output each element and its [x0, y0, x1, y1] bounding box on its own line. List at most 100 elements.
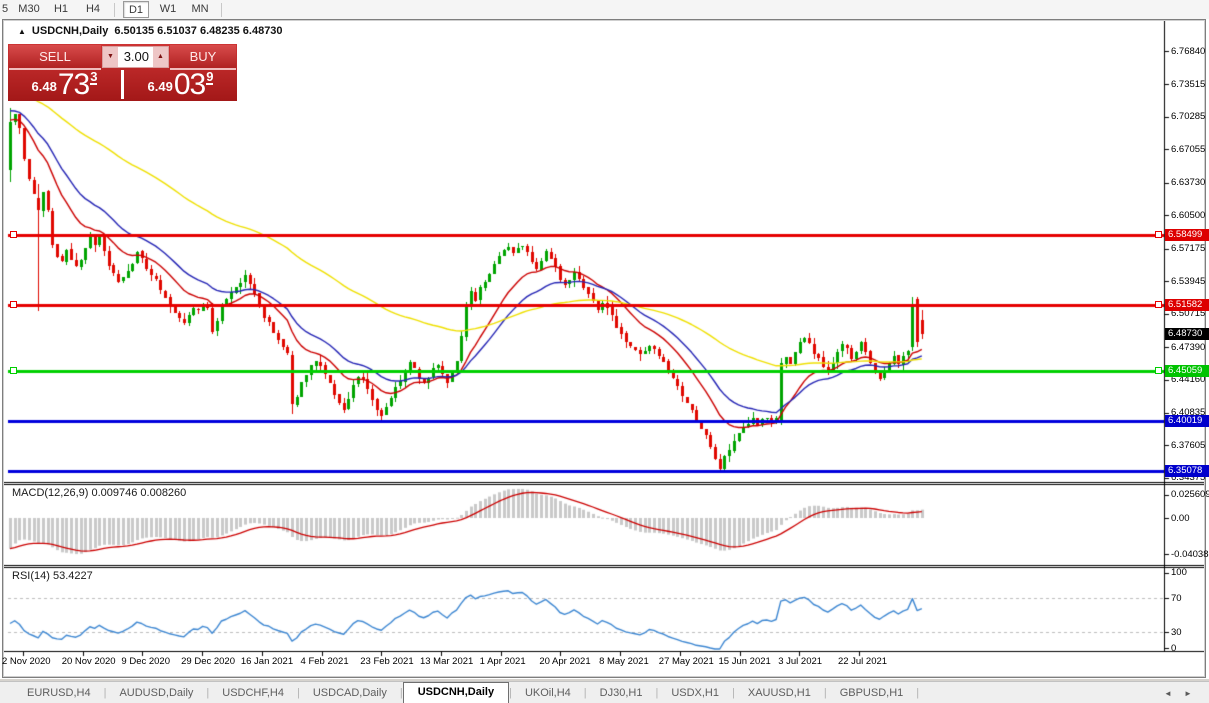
line-endpoint-marker[interactable]	[10, 366, 17, 374]
volume-decrease-button[interactable]: ▼	[103, 47, 118, 67]
price-tick-label: 6.44160	[1171, 374, 1206, 386]
tab-usdx[interactable]: USDX,H1	[671, 687, 719, 699]
line-endpoint-marker[interactable]	[1155, 366, 1162, 374]
rsi-axis-label: 0	[1171, 642, 1177, 654]
current-price-badge: 6.48730	[1165, 327, 1209, 340]
volume-spinner: ▼ 3.00 ▲	[102, 46, 169, 68]
timeframe-button-w1[interactable]: W1	[159, 3, 177, 15]
price-level-badge: 6.51582	[1165, 298, 1209, 311]
price-tick-label: 6.60500	[1171, 209, 1206, 221]
timeframe-button-h4[interactable]: H4	[85, 3, 101, 15]
tab-scroll-right-icon[interactable]: ►	[1184, 689, 1192, 698]
sell-price-tile[interactable]: 6.48 73 3	[8, 68, 121, 101]
buy-button[interactable]: BUY	[170, 45, 236, 70]
timeframe-button-d1[interactable]: D1	[123, 1, 149, 18]
date-tick-label: 20 Apr 2021	[539, 656, 591, 667]
timeframe-button-mn[interactable]: MN	[191, 3, 209, 15]
date-tick-label: 9 Dec 2020	[121, 656, 170, 667]
line-endpoint-marker[interactable]	[1155, 300, 1162, 308]
collapse-arrow-icon[interactable]: ▲	[18, 26, 26, 36]
macd-axis-label: 0.025609	[1171, 489, 1209, 501]
tab-audusd[interactable]: AUDUSD,Daily	[119, 687, 194, 699]
macd-label: MACD(12,26,9) 0.009746 0.008260	[12, 487, 187, 499]
window-tab-gap	[0, 679, 1209, 681]
tab-usdcad[interactable]: USDCAD,Daily	[312, 687, 387, 699]
line-endpoint-marker[interactable]	[1155, 231, 1162, 239]
buy-price-tile[interactable]: 6.49 03 9	[124, 68, 237, 101]
chart-tab-bar: EURUSD,H4 | AUDUSD,Daily | USDCHF,H4 | USDCAD,…	[0, 681, 1209, 703]
tab-scroll-left-icon[interactable]: ◄	[1164, 689, 1172, 698]
one-click-trading-panel: SELL ▼ 3.00 ▲ BUY 6.48 73 3 6.49 03 9	[8, 44, 237, 101]
sell-price-prefix: 6.48	[31, 79, 57, 94]
tab-gbpusd[interactable]: GBPUSD,H1	[839, 687, 904, 699]
date-tick-label: 3 Jul 2021	[778, 656, 823, 667]
toolbar-separator	[114, 2, 115, 17]
tab-xauusd[interactable]: XAUUSD,H1	[747, 687, 811, 699]
date-tick-label: 23 Feb 2021	[360, 656, 414, 667]
volume-increase-button[interactable]: ▲	[153, 47, 168, 67]
price-level-badge: 6.35078	[1165, 464, 1209, 477]
price-tick-label: 6.73515	[1171, 78, 1206, 90]
date-tick-label: 8 May 2021	[599, 656, 649, 667]
tab-separator: |	[732, 687, 735, 699]
tab-separator: |	[916, 687, 920, 699]
chart-title: ▲ USDCNH,Daily 6.50135 6.51037 6.48235 6…	[18, 25, 283, 37]
timeframe-button-5[interactable]: 5	[1, 3, 9, 15]
price-tick-label: 6.67055	[1171, 143, 1206, 155]
price-level-badge: 6.45059	[1165, 364, 1209, 377]
date-tick-label: 13 Mar 2021	[419, 656, 474, 667]
buy-price-prefix: 6.49	[147, 79, 173, 94]
rsi-label: RSI(14) 53.4227	[12, 570, 93, 582]
tab-separator: |	[583, 687, 587, 699]
macd-axis-label: 0.00	[1171, 512, 1190, 524]
toolbar-separator	[221, 2, 222, 17]
buy-price-sup: 9	[206, 69, 214, 85]
price-tick-label: 6.50715	[1171, 308, 1206, 320]
tab-separator: |	[655, 687, 659, 699]
tab-ukoil[interactable]: UKOil,H4	[524, 687, 571, 699]
volume-input[interactable]: 3.00	[118, 47, 153, 67]
chart-window-frame	[2, 19, 1206, 678]
line-endpoint-marker[interactable]	[10, 300, 17, 308]
tab-separator: |	[823, 687, 827, 699]
date-tick-label: 29 Dec 2020	[181, 656, 235, 667]
price-tick-label: 6.34375	[1171, 472, 1206, 484]
rsi-axis-label: 30	[1171, 626, 1182, 638]
tab-separator: |	[103, 687, 107, 699]
tab-usdcnh[interactable]: USDCNH,Daily	[402, 682, 510, 703]
tab-dj30[interactable]: DJ30,H1	[599, 687, 643, 699]
date-tick-label: 16 Jan 2021	[240, 656, 294, 667]
timeframe-button-h1[interactable]: H1	[53, 3, 69, 15]
sell-button[interactable]: SELL	[9, 45, 101, 70]
tab-eurusd[interactable]: EURUSD,H4	[27, 687, 91, 699]
chart-symbol-label: USDCNH,Daily	[31, 25, 109, 37]
tab-usdchf[interactable]: USDCHF,H4	[222, 687, 284, 699]
date-tick-label: 2 Nov 2020	[2, 656, 51, 667]
date-tick-label: 22 Jul 2021	[837, 656, 888, 667]
tile-divider	[121, 70, 124, 99]
sell-price-sup: 3	[90, 69, 98, 85]
line-endpoint-marker[interactable]	[10, 231, 17, 239]
rsi-axis-label: 70	[1171, 592, 1182, 604]
tab-separator: |	[399, 687, 403, 699]
date-tick-label: 20 Nov 2020	[61, 656, 116, 667]
rsi-axis-label: 100	[1171, 567, 1187, 578]
sell-price-big: 73	[57, 68, 90, 101]
tab-separator: |	[206, 687, 210, 699]
tab-separator: |	[509, 687, 512, 699]
timeframe-button-m30[interactable]: M30	[18, 3, 40, 15]
chart-ohlc-values: 6.50135 6.51037 6.48235 6.48730	[114, 25, 283, 37]
timeframe-toolbar: 5 M30 H1 H4 D1 W1 MN	[0, 0, 1209, 19]
price-tick-label: 6.76840	[1171, 45, 1206, 57]
date-tick-label: 1 Apr 2021	[479, 656, 526, 667]
price-tick-label: 6.53945	[1171, 275, 1206, 287]
buy-price-big: 03	[173, 68, 206, 101]
price-tick-label: 6.37605	[1171, 439, 1206, 451]
date-tick-label: 15 Jun 2021	[718, 656, 771, 667]
price-level-badge: 6.58499	[1165, 229, 1209, 242]
tab-separator: |	[297, 687, 300, 699]
macd-axis-label: -0.040388	[1171, 548, 1209, 560]
price-tick-label: 6.63730	[1171, 177, 1206, 189]
